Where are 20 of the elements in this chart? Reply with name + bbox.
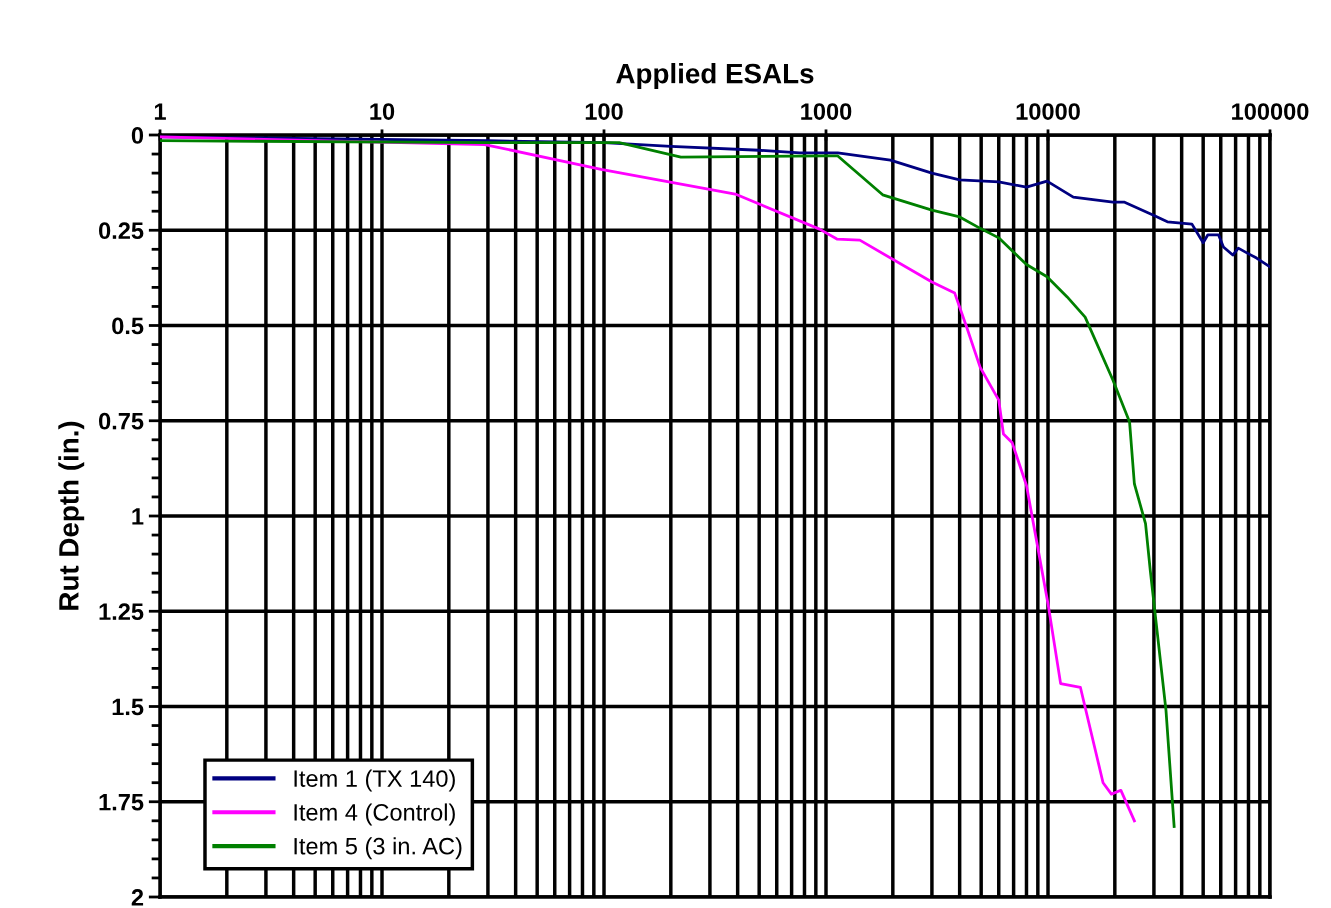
y-tick-label: 0.5 [112,317,144,335]
x-tick-label: 100000 [1232,103,1309,120]
x-tick-label: 1 [154,103,166,120]
y-tick-label: 1.75 [99,794,144,811]
legend-label: Item 5 (3 in. AC) [294,837,462,860]
x-tick-label: 10000 [1016,103,1080,120]
x-tick-label: 10 [370,103,395,120]
legend-label: Item 4 (Control) [294,803,455,826]
x-tick-label: 100 [585,103,623,120]
y-tick-label: 2 [131,889,144,906]
y-tick-label: 0.75 [99,412,144,430]
y-axis-title: Rut Depth (in.) [58,421,85,610]
legend-label: Item 1 (TX 140) [294,769,455,792]
x-tick-label: 1000 [801,103,852,120]
y-tick-label: 1 [132,508,144,525]
y-tick-label: 0.25 [99,222,144,240]
y-tick-label: 1.5 [112,698,144,716]
x-axis-title: Applied ESALs [616,63,814,89]
y-tick-label: 1.25 [99,603,144,621]
y-tick-label: 0 [131,127,144,144]
